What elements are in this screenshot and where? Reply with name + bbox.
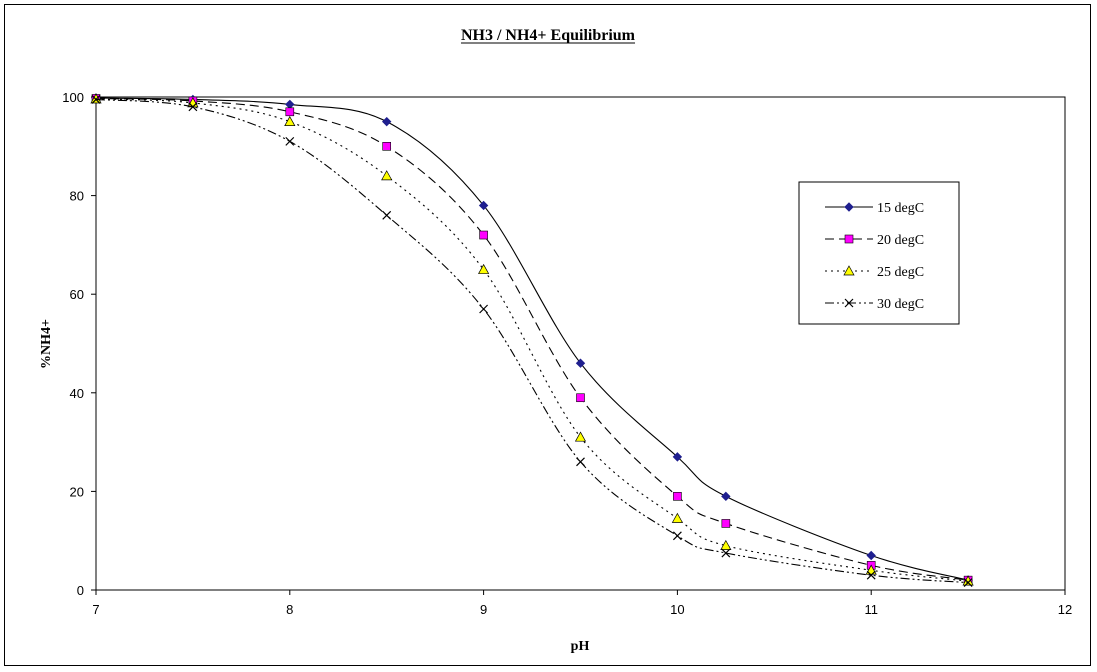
data-point xyxy=(478,263,490,274)
data-point xyxy=(671,512,683,523)
chart-title: NH3 / NH4+ Equilibrium xyxy=(461,27,636,44)
data-point xyxy=(381,116,392,127)
x-tick-label: 10 xyxy=(670,602,684,617)
legend-label: 15 degC xyxy=(877,201,924,216)
data-point xyxy=(188,102,198,112)
x-tick-label: 9 xyxy=(480,602,487,617)
data-point xyxy=(672,531,682,541)
y-tick-label: 100 xyxy=(62,90,84,105)
x-tick-label: 11 xyxy=(864,602,878,617)
data-point xyxy=(382,210,392,220)
data-point xyxy=(963,578,973,588)
y-tick-label: 60 xyxy=(70,287,84,302)
data-point xyxy=(285,136,295,146)
data-point xyxy=(381,170,393,181)
plot-area xyxy=(95,96,1066,591)
data-point xyxy=(721,548,731,558)
data-point xyxy=(721,491,731,502)
legend-marker xyxy=(844,234,854,244)
y-tick-label: 40 xyxy=(70,386,84,401)
data-point xyxy=(866,570,876,580)
series-line xyxy=(95,97,969,581)
legend-label: 20 degC xyxy=(877,233,924,248)
legend-label: 30 degC xyxy=(877,297,924,312)
data-point xyxy=(575,358,586,368)
data-point xyxy=(720,539,732,550)
data-point xyxy=(576,393,585,403)
series-line xyxy=(95,98,969,582)
plot-area-group: 7 8 9 10 11 12 0 20 40 60 80 100 xyxy=(62,90,1072,617)
x-tick-label: 7 xyxy=(92,602,99,617)
legend-label: 25 degC xyxy=(877,265,924,280)
data-point xyxy=(478,200,489,211)
data-point xyxy=(285,107,295,117)
data-point xyxy=(284,115,296,127)
data-point xyxy=(479,304,489,314)
data-point xyxy=(479,230,488,240)
data-point xyxy=(576,457,585,467)
x-axis-label: pH xyxy=(571,639,590,654)
y-tick-label: 20 xyxy=(70,484,84,499)
x-tick-label: 8 xyxy=(286,602,293,617)
legend-marker xyxy=(843,265,855,276)
data-point xyxy=(382,142,392,151)
data-point xyxy=(721,519,731,528)
data-point xyxy=(866,550,876,561)
legend: 15 degC 20 degC 25 degC 30 degC xyxy=(798,181,960,325)
legend-marker xyxy=(844,202,854,212)
series-line xyxy=(95,98,969,584)
data-point xyxy=(90,93,102,104)
y-tick-label: 80 xyxy=(70,189,84,204)
x-tick-label: 12 xyxy=(1058,602,1072,617)
legend-marker xyxy=(844,298,854,308)
data-point xyxy=(672,452,683,462)
data-point xyxy=(673,492,682,501)
series-line xyxy=(95,97,969,581)
data-point xyxy=(91,95,101,104)
y-tick-label: 0 xyxy=(77,583,84,598)
data-point xyxy=(574,431,587,442)
y-axis-label: %NH4+ xyxy=(39,319,54,369)
legend-box xyxy=(798,181,960,325)
